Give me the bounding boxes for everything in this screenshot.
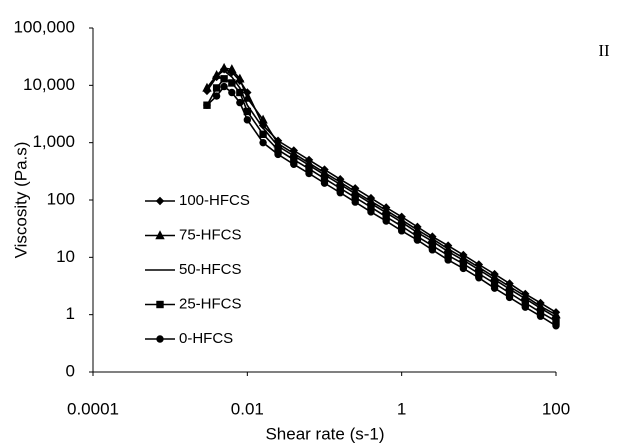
data-point xyxy=(490,279,499,288)
y-tick-label: 1 xyxy=(66,304,75,323)
data-point xyxy=(320,174,329,183)
data-point xyxy=(367,203,375,211)
data-point xyxy=(243,107,252,116)
data-point xyxy=(236,98,244,107)
legend-marker xyxy=(155,196,165,206)
data-point xyxy=(336,189,344,197)
series-line xyxy=(206,68,557,313)
data-point xyxy=(428,246,437,254)
data-point xyxy=(367,208,375,216)
data-point xyxy=(259,138,267,147)
legend-marker xyxy=(156,300,164,309)
data-point xyxy=(490,284,499,292)
data-point xyxy=(397,222,406,230)
legend-marker xyxy=(155,230,165,240)
data-point xyxy=(305,165,313,173)
data-point xyxy=(536,308,545,316)
data-point xyxy=(336,184,344,192)
x-tick-label: 1 xyxy=(397,399,406,418)
data-point xyxy=(397,227,406,235)
data-point xyxy=(212,92,221,100)
x-tick-label: 100 xyxy=(542,399,570,418)
data-point xyxy=(290,160,298,168)
data-point xyxy=(274,150,282,159)
legend-label: 25-HFCS xyxy=(179,295,242,312)
series-line xyxy=(206,67,557,316)
y-tick-label: 1,000 xyxy=(32,132,75,151)
y-tick-label: 10 xyxy=(56,247,75,266)
data-point xyxy=(258,114,268,124)
y-tick-label: 10,000 xyxy=(23,75,75,94)
data-point xyxy=(228,88,236,97)
x-axis-title: Shear rate (s-1) xyxy=(265,424,384,443)
legend-label: 100-HFCS xyxy=(179,192,250,209)
data-point xyxy=(290,155,298,164)
data-point xyxy=(351,193,359,202)
data-point xyxy=(203,101,211,109)
data-point xyxy=(235,73,245,83)
data-point xyxy=(521,303,529,311)
data-point xyxy=(212,84,221,92)
data-point xyxy=(444,251,452,260)
data-point xyxy=(535,301,546,310)
data-point xyxy=(382,217,390,225)
data-point xyxy=(243,116,252,124)
data-point xyxy=(459,260,468,268)
data-point xyxy=(236,88,244,97)
data-point xyxy=(305,169,313,178)
data-point xyxy=(273,138,283,148)
legend-label: 0-HFCS xyxy=(179,330,233,347)
y-tick-label: 100 xyxy=(47,189,75,208)
annotation: II xyxy=(598,41,610,60)
y-tick-label: 100,000 xyxy=(14,17,75,36)
data-point xyxy=(382,213,390,221)
data-point xyxy=(536,312,545,320)
data-point xyxy=(505,289,514,297)
data-point xyxy=(475,274,483,282)
data-point xyxy=(227,64,237,74)
data-point xyxy=(552,317,560,325)
data-point xyxy=(521,299,529,307)
legend-label: 75-HFCS xyxy=(179,226,242,243)
legend-label: 50-HFCS xyxy=(179,261,242,278)
data-point xyxy=(413,236,422,244)
data-point xyxy=(220,82,228,91)
data-point xyxy=(219,62,229,72)
data-point xyxy=(428,241,437,250)
data-point xyxy=(320,179,329,187)
data-point xyxy=(259,130,267,138)
data-point xyxy=(228,79,236,87)
y-axis-title: Viscosity (Pa.s) xyxy=(11,142,30,259)
data-point xyxy=(444,256,452,264)
data-point xyxy=(351,198,359,206)
data-point xyxy=(220,75,228,83)
y-tick-label: 0 xyxy=(66,361,75,380)
data-point xyxy=(274,146,282,154)
data-point xyxy=(552,322,560,330)
legend-marker xyxy=(156,335,164,343)
data-point xyxy=(505,293,514,302)
data-point xyxy=(475,269,483,278)
data-point xyxy=(459,264,468,273)
x-tick-label: 0.0001 xyxy=(67,399,119,418)
x-tick-label: 0.01 xyxy=(231,399,264,418)
